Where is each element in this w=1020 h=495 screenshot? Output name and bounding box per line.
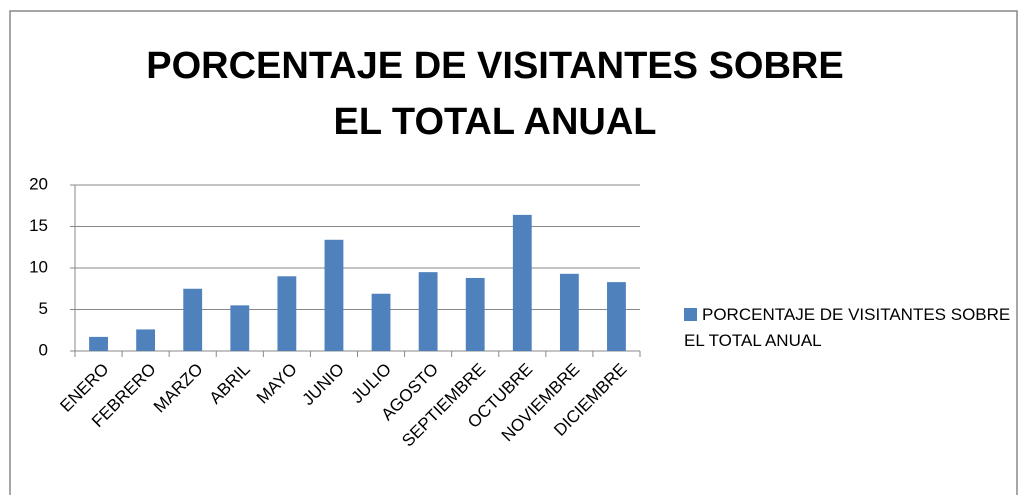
bar <box>324 239 344 351</box>
bar <box>277 276 297 351</box>
chart-border <box>9 10 1018 495</box>
chart-title: PORCENTAJE DE VISITANTES SOBRE EL TOTAL … <box>146 45 844 143</box>
bar <box>465 277 485 351</box>
y-tick-label: 10 <box>29 257 48 276</box>
x-tick-label: ABRIL <box>206 360 254 408</box>
x-tick-label: MAYO <box>253 360 301 408</box>
x-tick-label: MARZO <box>150 360 207 417</box>
legend: PORCENTAJE DE VISITANTES SOBRE EL TOTAL … <box>684 302 1014 354</box>
bar <box>230 305 250 351</box>
y-tick-label: 20 <box>29 174 48 193</box>
bar <box>607 282 626 351</box>
bar <box>136 329 156 351</box>
bar <box>371 293 391 351</box>
bar <box>559 273 579 351</box>
x-tick-label: JUNIO <box>298 360 347 409</box>
legend-swatch <box>684 308 697 321</box>
legend-label: PORCENTAJE DE VISITANTES SOBRE EL TOTAL … <box>684 305 1011 350</box>
bar <box>512 214 532 351</box>
y-tick-label: 15 <box>29 216 48 235</box>
y-tick-label: 5 <box>39 299 48 318</box>
bar <box>89 336 108 351</box>
x-tick-label: SEPTIEMBRE <box>398 360 489 451</box>
y-tick-label: 0 <box>39 340 48 359</box>
bar <box>418 272 438 351</box>
bar <box>183 288 203 351</box>
